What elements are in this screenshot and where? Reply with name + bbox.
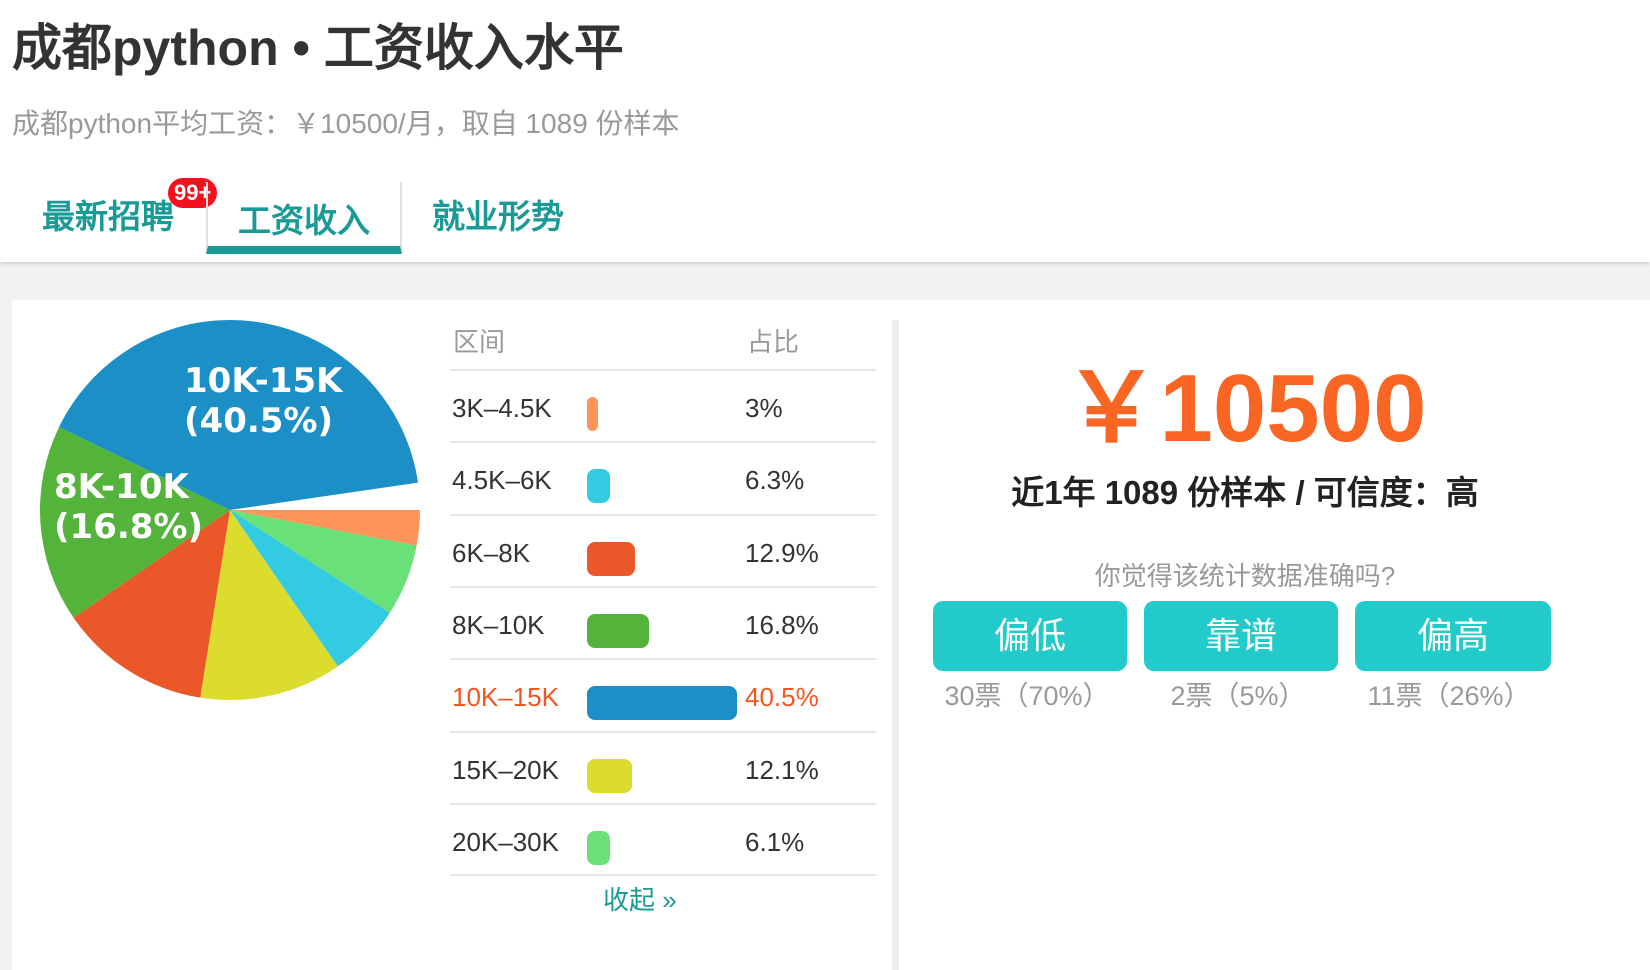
vote-low-button[interactable]: 偏低 <box>933 601 1127 671</box>
pct-bar <box>587 541 635 576</box>
table-row: 3K–4.5K 3% <box>450 369 876 441</box>
pie-slice-6K-8K <box>73 510 230 698</box>
pie-slice-3K-4.5K <box>230 510 420 546</box>
col-header-range: 区间 <box>453 327 506 357</box>
pie-label: (40.5%) <box>184 401 333 441</box>
pct-value: 12.9% <box>745 537 819 568</box>
range-label: 3K–4.5K <box>452 393 552 423</box>
range-label: 6K–8K <box>452 537 531 568</box>
pct-bar <box>587 758 632 793</box>
pie-label: 8K-10K <box>54 467 190 507</box>
table-row: 8K–10K 16.8% <box>450 585 876 658</box>
pct-value: 40.5% <box>745 682 819 713</box>
divider <box>450 874 876 876</box>
range-label: 8K–10K <box>452 609 545 640</box>
pct-value: 12.1% <box>745 754 819 785</box>
pct-value: 16.8% <box>745 609 819 640</box>
pie-slice-8K-10K <box>39 426 230 618</box>
pie-slice-10K-15K <box>59 320 419 510</box>
pie-label: (16.8%) <box>54 507 203 547</box>
pct-value: 3% <box>745 393 783 423</box>
vote-high-count: 11票（26%） <box>1367 681 1531 711</box>
tab-latest-jobs[interactable]: 最新招聘 <box>42 198 174 235</box>
table-row: 4.5K–6K 6.3% <box>450 441 876 513</box>
pct-bar <box>587 686 737 721</box>
pie-slice-4.5K-6K <box>230 510 390 667</box>
pct-bar <box>587 613 650 648</box>
pct-value: 6.1% <box>745 826 805 857</box>
vote-accurate-count: 2票（5%） <box>1170 681 1306 711</box>
pct-bar <box>587 397 599 431</box>
header: 成都python • 工资收入水平 成都python平均工资：￥10500/月，… <box>0 0 1650 262</box>
table-row: 20K–30K 6.1% <box>450 802 876 875</box>
pct-bar <box>587 469 611 504</box>
page-subtitle: 成都python平均工资：￥10500/月，取自 1089 份样本 <box>12 108 680 139</box>
divider <box>892 320 899 970</box>
range-label: 15K–20K <box>452 754 559 785</box>
pie-slice-15K-20K <box>200 510 338 700</box>
table-row: 6K–8K 12.9% <box>450 513 876 586</box>
range-label: 10K–15K <box>452 682 559 713</box>
accuracy-question: 你觉得该统计数据准确吗? <box>1094 561 1396 591</box>
notification-badge: 99+ <box>168 178 218 208</box>
vote-low-count: 30票（70%） <box>944 681 1110 711</box>
table-row: 10K–15K 40.5% <box>450 658 876 730</box>
sample-info: 近1年 1089 份样本 / 可信度：高 <box>1011 474 1479 511</box>
col-header-pct: 占比 <box>747 327 800 357</box>
average-salary: ￥10500 <box>1063 355 1427 462</box>
table-row: 15K–20K 12.1% <box>450 730 876 803</box>
range-label: 20K–30K <box>452 826 559 857</box>
page-title: 成都python • 工资收入水平 <box>12 20 624 76</box>
pct-value: 6.3% <box>745 465 805 496</box>
pie-label: 10K-15K <box>184 361 344 401</box>
pct-bar <box>587 830 610 865</box>
tab-employment[interactable]: 就业形势 <box>432 198 564 235</box>
collapse-link[interactable]: 收起 » <box>603 885 677 915</box>
vote-accurate-button[interactable]: 靠谱 <box>1144 601 1338 671</box>
tab-salary[interactable]: 工资收入 <box>206 182 402 254</box>
pie-slice-20K-30K <box>230 510 417 613</box>
range-label: 4.5K–6K <box>452 465 552 496</box>
vote-high-button[interactable]: 偏高 <box>1355 601 1551 671</box>
salary-pie-chart: 10K-15K(40.5%) 8K-10K(16.8%) <box>39 320 420 700</box>
